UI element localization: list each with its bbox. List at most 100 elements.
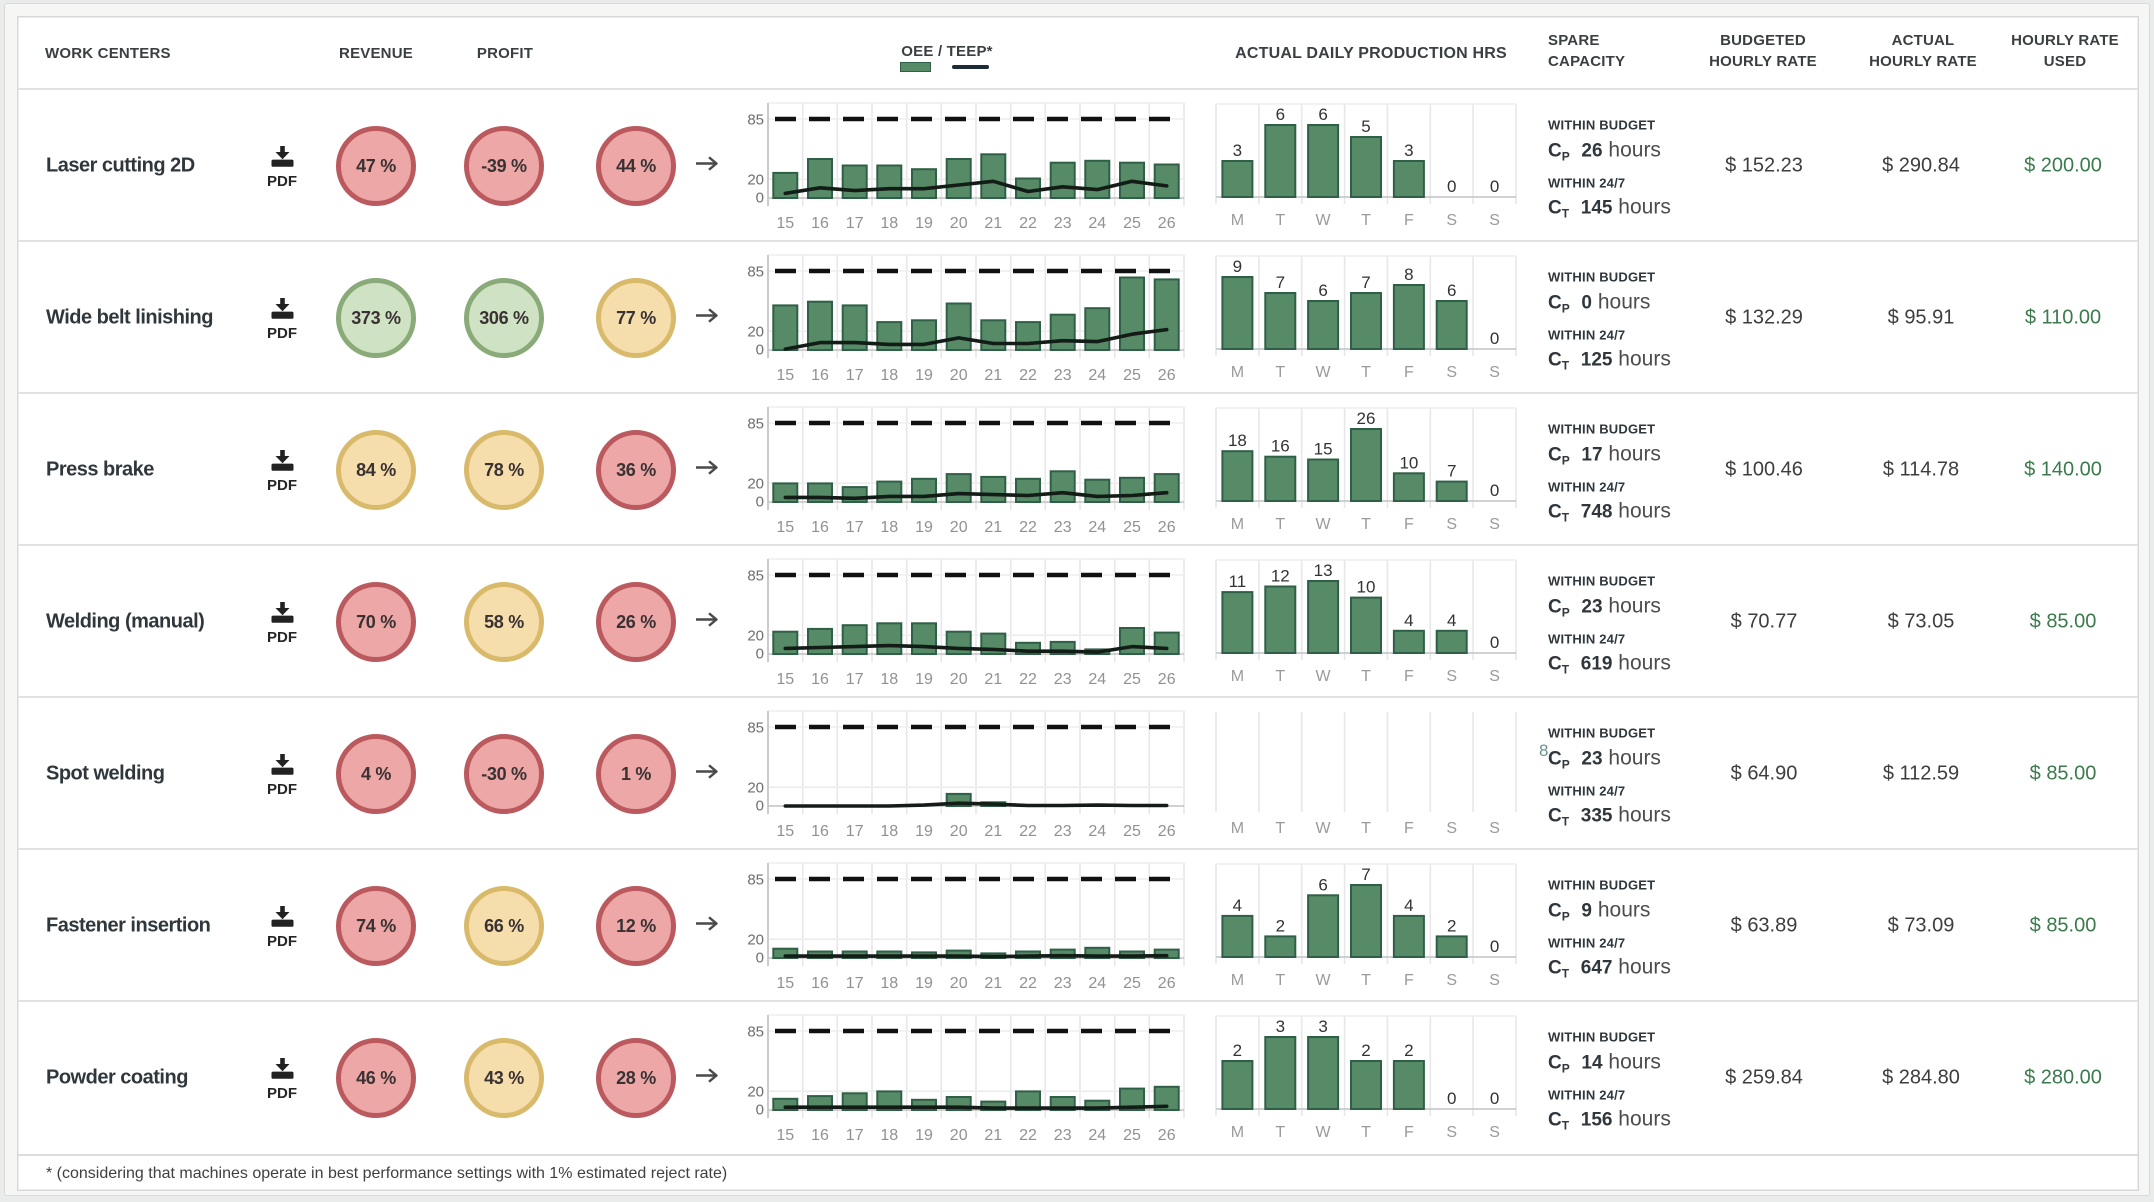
svg-text:24: 24 — [1088, 975, 1106, 992]
svg-text:24: 24 — [1088, 823, 1106, 840]
svg-text:12: 12 — [1271, 567, 1290, 586]
svg-text:85: 85 — [747, 1024, 764, 1041]
svg-text:F: F — [1404, 1124, 1414, 1141]
svg-text:21: 21 — [984, 519, 1002, 536]
svg-text:S: S — [1446, 516, 1457, 533]
svg-text:T: T — [1361, 668, 1371, 685]
svg-text:S: S — [1489, 972, 1500, 989]
svg-text:F: F — [1404, 668, 1414, 685]
svg-text:S: S — [1489, 364, 1500, 381]
svg-text:26: 26 — [1158, 367, 1176, 384]
svg-text:26: 26 — [1158, 823, 1176, 840]
svg-text:T: T — [1275, 972, 1285, 989]
svg-text:20: 20 — [950, 519, 968, 536]
svg-text:0: 0 — [1490, 1089, 1499, 1108]
svg-text:26: 26 — [1158, 671, 1176, 688]
svg-text:6: 6 — [1318, 105, 1327, 124]
svg-text:2: 2 — [1447, 916, 1456, 935]
svg-text:25: 25 — [1123, 671, 1141, 688]
svg-text:T: T — [1275, 212, 1285, 229]
svg-text:23: 23 — [1054, 1127, 1072, 1144]
svg-text:22: 22 — [1019, 671, 1037, 688]
svg-text:7: 7 — [1361, 273, 1370, 292]
svg-text:F: F — [1404, 364, 1414, 381]
svg-text:21: 21 — [984, 823, 1002, 840]
svg-text:26: 26 — [1158, 1127, 1176, 1144]
svg-text:17: 17 — [846, 215, 864, 232]
svg-text:85: 85 — [747, 568, 764, 585]
svg-text:S: S — [1489, 668, 1500, 685]
svg-text:4: 4 — [1404, 896, 1413, 915]
svg-text:0: 0 — [756, 494, 764, 511]
svg-text:22: 22 — [1019, 1127, 1037, 1144]
svg-text:19: 19 — [915, 823, 933, 840]
svg-text:16: 16 — [811, 215, 829, 232]
svg-text:21: 21 — [984, 671, 1002, 688]
svg-text:16: 16 — [811, 975, 829, 992]
svg-text:T: T — [1361, 1124, 1371, 1141]
svg-text:20: 20 — [747, 324, 764, 341]
svg-text:26: 26 — [1158, 975, 1176, 992]
svg-text:W: W — [1316, 668, 1332, 685]
svg-text:7: 7 — [1361, 865, 1370, 884]
svg-text:20: 20 — [747, 172, 764, 189]
svg-text:19: 19 — [915, 367, 933, 384]
svg-text:2: 2 — [1276, 916, 1285, 935]
svg-text:18: 18 — [880, 215, 898, 232]
svg-text:9: 9 — [1233, 257, 1242, 276]
svg-text:20: 20 — [747, 780, 764, 797]
svg-text:15: 15 — [776, 671, 794, 688]
svg-text:24: 24 — [1088, 671, 1106, 688]
svg-text:S: S — [1446, 668, 1457, 685]
svg-text:F: F — [1404, 212, 1414, 229]
svg-text:18: 18 — [880, 671, 898, 688]
svg-text:17: 17 — [846, 519, 864, 536]
svg-text:25: 25 — [1123, 367, 1141, 384]
svg-text:S: S — [1446, 364, 1457, 381]
svg-text:F: F — [1404, 516, 1414, 533]
svg-text:S: S — [1489, 516, 1500, 533]
svg-text:10: 10 — [1399, 453, 1418, 472]
svg-text:22: 22 — [1019, 367, 1037, 384]
svg-text:0: 0 — [756, 1102, 764, 1119]
svg-text:0: 0 — [756, 190, 764, 207]
svg-text:M: M — [1231, 364, 1244, 381]
svg-text:F: F — [1404, 972, 1414, 989]
svg-text:15: 15 — [776, 215, 794, 232]
svg-text:20: 20 — [747, 1084, 764, 1101]
svg-text:S: S — [1446, 972, 1457, 989]
svg-text:T: T — [1275, 1124, 1285, 1141]
svg-text:16: 16 — [811, 367, 829, 384]
svg-text:20: 20 — [950, 671, 968, 688]
svg-text:S: S — [1446, 212, 1457, 229]
svg-text:25: 25 — [1123, 519, 1141, 536]
svg-text:25: 25 — [1123, 215, 1141, 232]
svg-text:15: 15 — [776, 519, 794, 536]
svg-text:16: 16 — [811, 519, 829, 536]
svg-text:22: 22 — [1019, 823, 1037, 840]
svg-text:23: 23 — [1054, 975, 1072, 992]
svg-text:20: 20 — [950, 975, 968, 992]
svg-text:T: T — [1361, 972, 1371, 989]
svg-text:20: 20 — [747, 932, 764, 949]
svg-text:S: S — [1489, 1124, 1500, 1141]
svg-text:0: 0 — [756, 646, 764, 663]
svg-text:24: 24 — [1088, 215, 1106, 232]
svg-text:21: 21 — [984, 975, 1002, 992]
svg-text:26: 26 — [1357, 409, 1376, 428]
svg-text:18: 18 — [1228, 431, 1247, 450]
svg-text:M: M — [1231, 972, 1244, 989]
svg-text:18: 18 — [880, 823, 898, 840]
svg-text:20: 20 — [950, 823, 968, 840]
svg-text:5: 5 — [1361, 117, 1370, 136]
svg-text:16: 16 — [811, 823, 829, 840]
svg-text:F: F — [1404, 820, 1414, 837]
svg-text:2: 2 — [1404, 1041, 1413, 1060]
svg-text:6: 6 — [1276, 105, 1285, 124]
svg-text:16: 16 — [811, 1127, 829, 1144]
svg-text:W: W — [1316, 212, 1332, 229]
svg-text:17: 17 — [846, 367, 864, 384]
svg-text:22: 22 — [1019, 519, 1037, 536]
svg-text:6: 6 — [1447, 281, 1456, 300]
svg-text:0: 0 — [1447, 1089, 1456, 1108]
